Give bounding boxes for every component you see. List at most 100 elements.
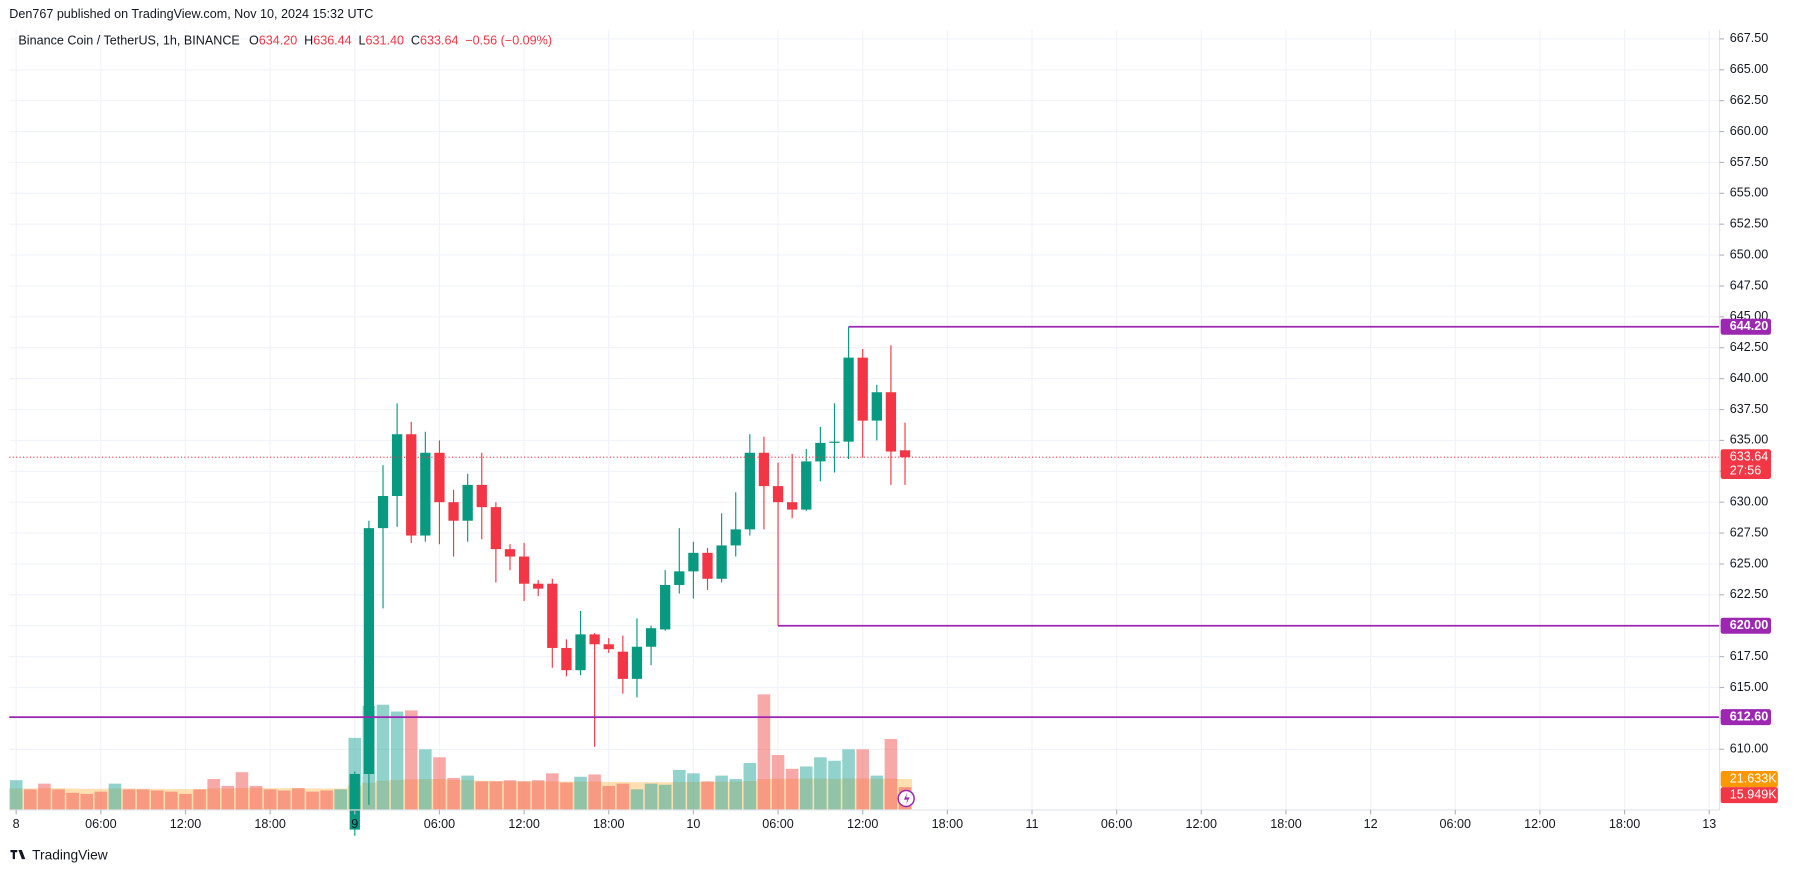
legend-key: O [249,34,259,48]
x-tick-label: 13 [1702,817,1716,831]
volume-bar [715,775,728,810]
candle-body [349,773,360,830]
volume-bar [856,749,869,810]
y-tick-label: 615.00 [1730,680,1768,694]
legend-change: −0.56 (−0.09%) [465,34,552,48]
header: Den767 published on TradingView.com, Nov… [9,7,373,21]
x-tick-label: 06:00 [762,817,793,831]
volume-bar [644,783,658,810]
level-tag-label: 620.00 [1730,618,1768,632]
x-tick-label: 06:00 [1101,817,1132,831]
chart-title: Binance Coin / TetherUS, 1h, BINANCE [18,34,239,48]
y-tick-label: 650.00 [1730,247,1768,261]
candle-body [758,452,770,487]
countdown: 27:56 [1730,463,1761,477]
volume-layer [9,694,913,810]
volume-bar [404,710,418,810]
candle-body [702,552,713,579]
legend-key: C [411,34,420,48]
volume-ma-label: 21.633K [1730,771,1777,785]
level-tag [1720,709,1771,726]
volume-bar [66,792,79,810]
candle-body [730,529,741,546]
candle-body [645,628,657,647]
candle-body [631,646,643,679]
volume-bar [489,781,503,810]
volume-bar [814,757,827,810]
x-tick-label: 18:00 [1270,817,1301,831]
volume-bar [263,789,277,810]
candle-body [589,634,600,645]
candle-body [547,583,558,648]
y-tick-label: 635.00 [1730,433,1768,447]
volume-bar [94,791,108,810]
level-tag [1720,318,1771,335]
ohlc-legend: O 634.20 H 636.44 L 631.40 C 633.64 −0.56 (−0.09… [249,34,552,48]
y-tick-label: 667.50 [1730,31,1768,45]
footer-brand: TradingView [32,847,108,862]
level-tag [1720,617,1771,634]
volume-bar [828,760,841,810]
volume-bar [52,789,65,810]
candle-body [772,486,784,503]
x-tick-label: 06:00 [424,817,455,831]
y-tick-label: 627.50 [1730,525,1768,539]
volume-bar [249,785,263,810]
x-tick-label: 18:00 [1609,817,1640,831]
candle-body [829,441,840,443]
y-tick-label: 662.50 [1730,93,1768,107]
volume-bar [419,749,432,810]
x-tick-label: 10 [686,817,700,831]
y-tick-label: 665.00 [1730,62,1768,76]
candle-body [843,357,854,442]
plot-layer [9,325,1720,836]
volume-bar [701,781,714,810]
x-tick-label: 12:00 [1524,817,1555,831]
candle-body [448,502,459,521]
x-tick-label: 12:00 [170,817,201,831]
y-tick-label: 630.00 [1730,495,1768,509]
y-tick-label: 647.50 [1730,278,1768,292]
volume-bar [672,769,686,810]
volume-bar [560,782,573,810]
volume-bar [870,775,884,810]
volume-bar [235,772,249,810]
y-tick-label: 655.00 [1730,186,1768,200]
volume-bar [277,790,291,810]
volume-bar [616,783,630,810]
x-tick-label: 18:00 [254,817,285,831]
volume-bar [658,784,672,810]
candle-body [674,571,685,585]
x-tick-label: 06:00 [1440,817,1471,831]
x-tick-label: 8 [13,817,20,831]
volume-bar [574,776,587,810]
candle-body [575,634,586,671]
volume-bar [136,789,150,810]
y-tick-label: 657.50 [1730,155,1768,169]
y-tick-label: 622.50 [1730,587,1768,601]
x-tick-label: 11 [1025,817,1038,831]
volume-bar [531,780,545,810]
volume-bar [108,783,122,810]
volume-bar [24,789,37,810]
volume-bar [122,789,136,810]
volume-bar [884,739,898,810]
candle-body [377,496,389,529]
candle-body [617,651,629,679]
y-tick-label: 617.50 [1730,649,1768,663]
volume-bar [207,779,220,810]
volume-bar [729,779,743,810]
candle-body [462,484,473,521]
volume-bar [588,774,601,810]
legend-key: L [359,34,366,48]
volume-bar [517,781,531,810]
volume-bar [179,793,192,810]
volume-bar [292,788,305,810]
axis-layer: 610.00612.50615.00617.50620.00622.50625.… [13,31,1778,831]
x-tick-label: 18:00 [593,817,624,831]
grid [9,29,1720,810]
candle-body [518,556,530,584]
y-tick-label: 652.50 [1730,217,1768,231]
volume-bar [687,773,700,810]
legend-value: 636.44 [313,34,351,48]
